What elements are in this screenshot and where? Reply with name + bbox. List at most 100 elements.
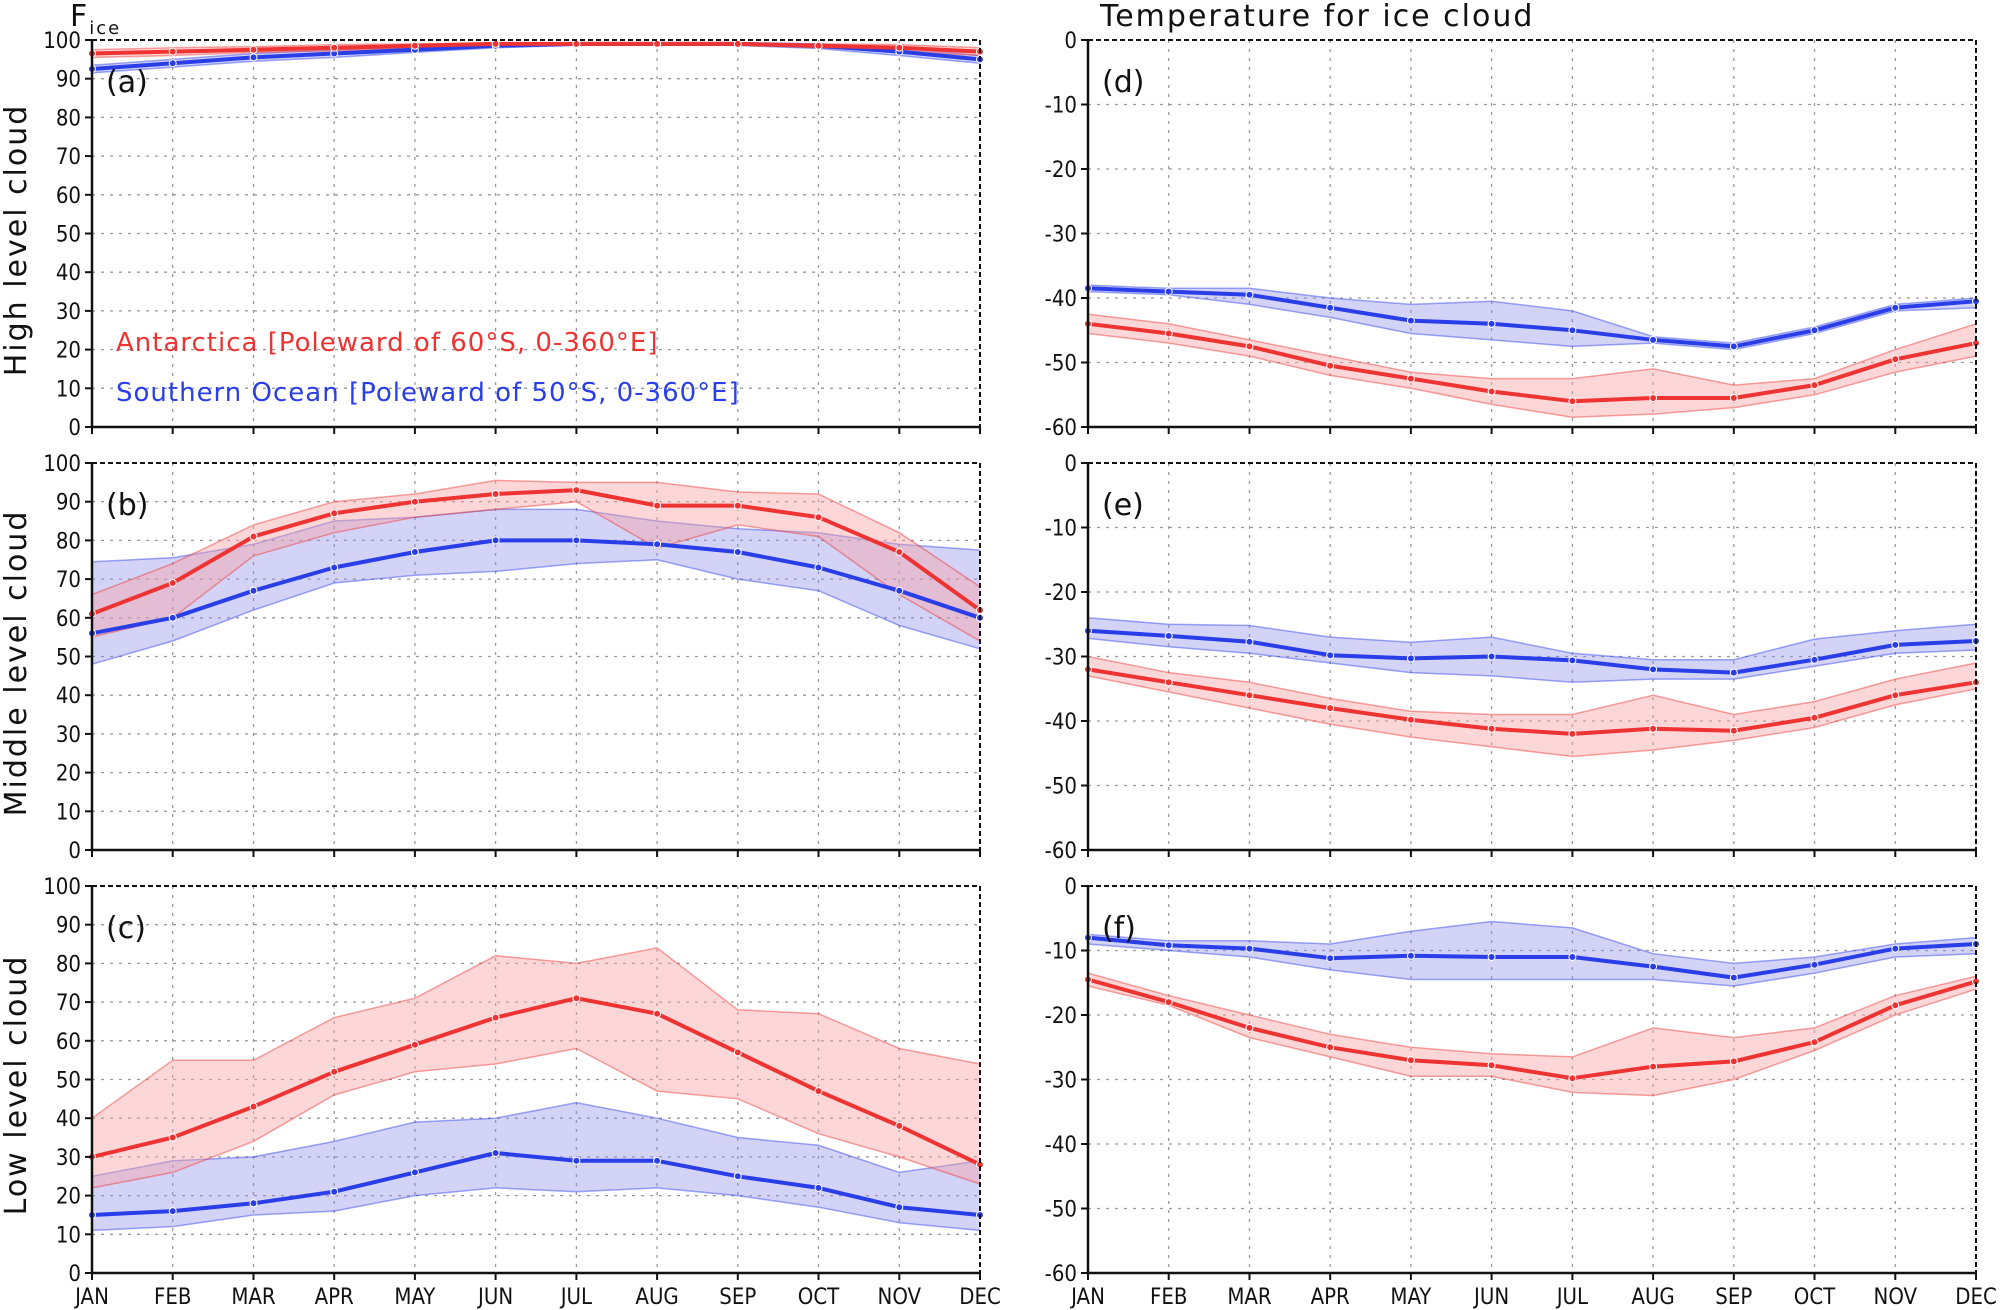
y-tick-label: 0 xyxy=(1064,29,1077,54)
data-point-southern-ocean xyxy=(168,59,177,68)
data-point-antarctica xyxy=(1649,724,1658,733)
data-point-southern-ocean xyxy=(1245,637,1254,646)
x-tick-label: MAR xyxy=(231,1285,276,1310)
data-point-antarctica xyxy=(249,1102,258,1111)
y-tick-label: 0 xyxy=(68,839,81,864)
data-point-antarctica xyxy=(491,1013,500,1022)
data-point-southern-ocean xyxy=(1568,326,1577,335)
y-tick-label: 10 xyxy=(56,377,81,402)
spread-lower-southern-ocean xyxy=(91,1187,981,1232)
data-point-antarctica xyxy=(1487,1061,1496,1070)
data-point-antarctica xyxy=(1649,394,1658,402)
data-point-southern-ocean xyxy=(1729,342,1738,351)
data-point-southern-ocean xyxy=(249,1199,258,1208)
data-point-southern-ocean xyxy=(653,540,662,549)
data-point-southern-ocean xyxy=(733,1172,742,1181)
spread-upper-antarctica xyxy=(1087,972,1977,1058)
data-point-antarctica xyxy=(249,532,258,541)
data-point-southern-ocean xyxy=(1810,655,1819,664)
data-point-southern-ocean xyxy=(1326,303,1335,312)
data-point-antarctica xyxy=(168,1133,177,1142)
spread-lower-antarctica xyxy=(1087,675,1977,758)
spread-lower-antarctica xyxy=(1087,985,1977,1097)
y-tick-label: 80 xyxy=(56,952,81,977)
data-point-southern-ocean xyxy=(1245,290,1254,299)
x-tick-label: NOV xyxy=(878,1285,922,1310)
data-point-antarctica xyxy=(330,43,339,52)
series-line-southern-ocean xyxy=(91,1151,981,1217)
data-point-antarctica xyxy=(653,1009,662,1018)
data-point-southern-ocean xyxy=(491,536,500,545)
data-point-antarctica xyxy=(1729,1057,1738,1066)
y-tick-label: -50 xyxy=(1045,352,1077,377)
data-point-antarctica xyxy=(168,47,177,56)
x-tick-label: JUL xyxy=(559,1285,592,1310)
panel-label: (a) xyxy=(106,65,148,100)
data-point-antarctica xyxy=(491,490,500,498)
data-point-southern-ocean xyxy=(1649,962,1658,971)
series-line-southern-ocean xyxy=(1087,286,1977,349)
row-label-low: Low level cloud xyxy=(0,955,34,1216)
y-tick-label: 50 xyxy=(56,646,81,671)
data-point-southern-ocean xyxy=(1729,668,1738,677)
y-tick-label: -60 xyxy=(1045,839,1077,864)
data-point-southern-ocean xyxy=(491,1149,500,1157)
data-point-antarctica xyxy=(410,41,419,50)
data-point-southern-ocean xyxy=(1810,326,1819,335)
x-tick-label: MAR xyxy=(1227,1285,1272,1310)
x-tick-label: JUN xyxy=(1472,1285,1509,1310)
y-tick-label: -60 xyxy=(1045,416,1077,441)
data-point-antarctica xyxy=(1326,361,1335,370)
series-line-antarctica xyxy=(91,996,981,1167)
x-tick-label: OCT xyxy=(1794,1285,1836,1310)
data-point-southern-ocean xyxy=(1245,944,1254,953)
data-point-antarctica xyxy=(1810,1038,1819,1047)
data-point-southern-ocean xyxy=(330,1187,339,1196)
data-point-antarctica xyxy=(733,1048,742,1057)
data-point-southern-ocean xyxy=(1568,953,1577,961)
data-point-antarctica xyxy=(814,41,823,50)
y-tick-label: 90 xyxy=(56,491,81,516)
x-tick-label: AUG xyxy=(1631,1285,1674,1310)
data-point-southern-ocean xyxy=(653,1156,662,1165)
data-point-southern-ocean xyxy=(1164,941,1173,950)
series-line-antarctica xyxy=(91,41,981,56)
data-point-antarctica xyxy=(491,39,500,48)
series-line-southern-ocean xyxy=(91,538,981,636)
legend-southern-ocean: Southern Ocean [Poleward of 50°S, 0-360°… xyxy=(116,378,740,408)
data-point-southern-ocean xyxy=(1649,335,1658,344)
y-tick-label: -50 xyxy=(1045,1198,1077,1223)
data-point-antarctica xyxy=(1568,1074,1577,1083)
spread-band-southern-ocean xyxy=(1088,285,1976,350)
x-tick-label: JUN xyxy=(476,1285,513,1310)
data-point-antarctica xyxy=(1245,342,1254,351)
x-tick-label: DEC xyxy=(1955,1285,1997,1310)
data-point-southern-ocean xyxy=(1487,319,1496,328)
y-tick-label: 100 xyxy=(43,875,81,900)
data-point-southern-ocean xyxy=(1164,631,1173,640)
data-point-antarctica xyxy=(1406,1056,1415,1065)
y-tick-label: -40 xyxy=(1045,287,1077,312)
y-tick-label: 0 xyxy=(68,416,81,441)
panels: 0102030405060708090100(a)010203040506070… xyxy=(43,29,1997,1310)
y-tick-label: 10 xyxy=(56,1223,81,1248)
panel-b: 0 10 20 30 40 50 60 70 80 90 100 (b) xyxy=(43,452,984,864)
data-point-antarctica xyxy=(653,39,662,48)
y-tick-label: 20 xyxy=(56,1185,81,1210)
data-point-southern-ocean xyxy=(1326,954,1335,963)
data-point-antarctica xyxy=(1164,998,1173,1007)
data-point-antarctica xyxy=(1649,1062,1658,1071)
x-tick-label: JUL xyxy=(1555,1285,1588,1310)
data-point-southern-ocean xyxy=(814,563,823,572)
y-tick-label: 70 xyxy=(56,991,81,1016)
spread-lower-southern-ocean xyxy=(1087,637,1977,684)
data-point-southern-ocean xyxy=(1406,316,1415,325)
data-point-southern-ocean xyxy=(1729,973,1738,982)
spread-lower-antarctica xyxy=(91,500,981,642)
x-tick-label: JAN xyxy=(1069,1285,1105,1310)
x-tick-label: AUG xyxy=(635,1285,678,1310)
data-point-antarctica xyxy=(1891,355,1900,364)
spread-band-southern-ocean xyxy=(1088,921,1976,986)
data-point-antarctica xyxy=(1729,394,1738,402)
